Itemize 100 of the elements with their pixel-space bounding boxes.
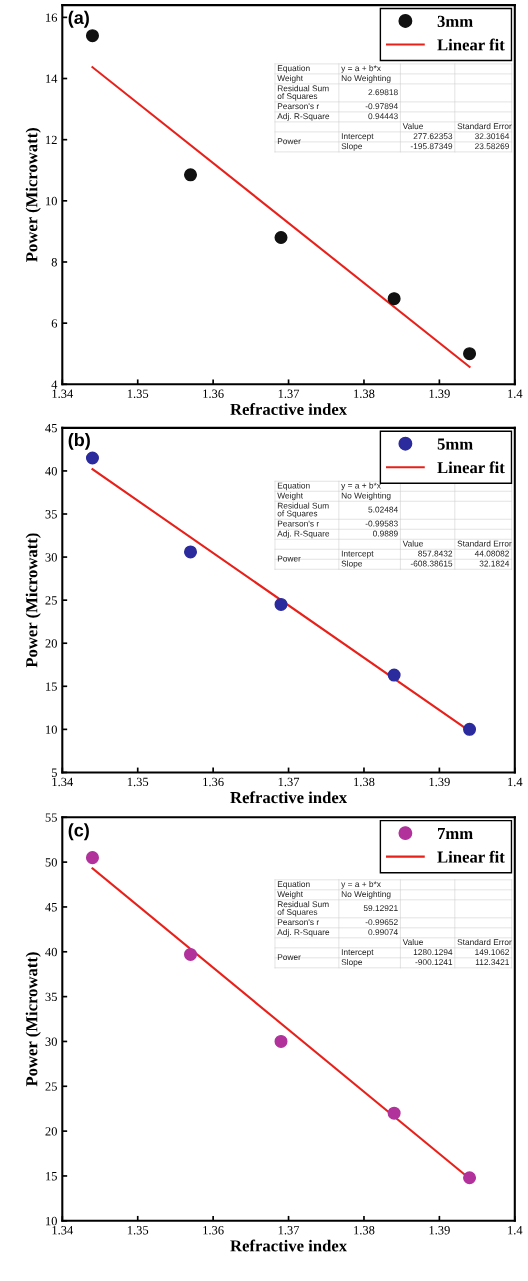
y-tick-label: 4	[51, 380, 58, 389]
annotation: Pearson's r	[277, 919, 319, 926]
annotation: y = a + b*x	[341, 65, 381, 73]
annotation: 112.3421	[475, 959, 509, 966]
y-axis-title: Power (Microwatt)	[25, 952, 41, 1087]
annotation: Equation	[277, 65, 310, 73]
x-tick-label: 1.37	[278, 389, 300, 399]
annotation: 32.30164	[474, 133, 510, 140]
annotation: Weight	[277, 890, 303, 899]
annotation: Value	[402, 123, 423, 130]
legend-label: 5mm	[437, 438, 473, 450]
y-tick-label: 10	[46, 725, 57, 734]
y-tick-label: 5	[51, 768, 57, 777]
annotation: 1280.1294	[413, 949, 453, 956]
annotation: 0.99074	[368, 929, 398, 936]
x-tick-label: 1.38	[354, 1226, 375, 1235]
y-tick-label: 25	[45, 596, 57, 605]
annotation: 23.58269	[475, 143, 509, 150]
legend-label: Linear fit	[437, 38, 505, 51]
y-tick-label: 40	[45, 947, 57, 957]
annotation: Residual Sum of Squares	[277, 85, 329, 101]
annotation: Power	[277, 138, 301, 145]
annotation: Equation	[277, 482, 310, 491]
annotation: Intercept	[341, 133, 374, 141]
annotation: y = a + b*x	[341, 482, 381, 491]
legend-label: Linear fit	[437, 461, 505, 474]
x-tick-label: 1.37	[278, 1226, 300, 1235]
y-tick-label: 14	[46, 74, 58, 83]
annotation: -195.87349	[410, 143, 453, 150]
annotation: No Weighting	[341, 75, 391, 83]
annotation: Value	[402, 540, 423, 547]
annotation: 5.02484	[368, 506, 398, 513]
y-tick-label: 15	[46, 1172, 57, 1181]
annotation: Weight	[277, 75, 303, 83]
x-tick-label: 1.38	[354, 777, 375, 787]
annotation: 857.8432	[418, 550, 453, 557]
annotation: Residual Sum of Squares	[277, 502, 329, 519]
x-tick-label: 1.4	[508, 389, 523, 399]
annotation: Power	[277, 555, 301, 562]
annotation: Slope	[341, 143, 363, 151]
annotation: 0.9889	[372, 530, 398, 537]
x-tick-label: 1.36	[203, 1226, 224, 1235]
annotation: -608.38615	[410, 560, 453, 567]
chart-title: (a)	[68, 10, 89, 28]
annotation: -0.97894	[365, 103, 398, 110]
x-axis-title: Refractive index	[230, 791, 348, 804]
x-tick-label: 1.34	[52, 1226, 74, 1235]
y-tick-label: 35	[45, 992, 57, 1002]
x-tick-label: 1.36	[203, 389, 224, 399]
annotation: Standard Error	[457, 123, 512, 130]
x-tick-label: 1.35	[127, 1226, 149, 1235]
annotation: Adj. R-Square	[277, 928, 330, 937]
annotation: -0.99652	[365, 919, 398, 926]
chart-title: (b)	[68, 433, 90, 450]
annotation: 32.1824	[479, 560, 510, 567]
x-tick-label: 1.39	[429, 1226, 450, 1235]
annotation: Pearson's r	[277, 103, 319, 110]
annotation: 59.12921	[363, 905, 398, 912]
annotation: Standard Error	[457, 938, 512, 946]
x-tick-label: 1.34	[52, 389, 74, 399]
annotation: Intercept	[341, 949, 374, 957]
annotation: Weight	[277, 492, 303, 501]
x-tick-label: 1.4	[508, 777, 523, 787]
x-tick-label: 1.39	[429, 777, 450, 787]
annotation: Power	[277, 954, 301, 961]
annotation: Slope	[341, 560, 363, 569]
y-tick-label: 6	[51, 319, 58, 328]
annotation: Slope	[341, 958, 363, 967]
annotation: Standard Error	[457, 540, 512, 547]
y-tick-label: 45	[45, 903, 57, 912]
x-tick-label: 1.4	[508, 1226, 523, 1235]
y-tick-label: 40	[45, 466, 57, 476]
chart-title: (c)	[68, 823, 89, 841]
y-tick-label: 20	[45, 639, 57, 648]
annotation: -900.1241	[415, 959, 453, 966]
x-tick-label: 1.35	[127, 777, 149, 787]
y-tick-label: 10	[46, 196, 57, 206]
annotation: 44.08082	[474, 550, 509, 557]
x-axis-title: Refractive index	[230, 403, 348, 415]
y-tick-label: 12	[46, 135, 57, 145]
y-tick-label: 8	[51, 258, 57, 267]
y-tick-label: 10	[46, 1216, 57, 1226]
y-tick-label: 30	[45, 553, 57, 562]
y-tick-label: 55	[45, 813, 57, 822]
y-tick-label: 35	[45, 510, 57, 519]
x-tick-label: 1.36	[203, 777, 224, 787]
y-tick-label: 45	[45, 423, 57, 433]
annotation: Intercept	[341, 550, 374, 559]
x-tick-label: 1.39	[429, 389, 450, 399]
annotation: Adj. R-Square	[277, 113, 330, 121]
legend-label: 3mm	[437, 15, 473, 27]
y-axis-title: Power (Microwatt)	[25, 127, 41, 262]
annotation: Equation	[277, 880, 310, 889]
y-tick-label: 15	[46, 682, 57, 691]
annotation: 0.94443	[368, 113, 398, 120]
x-tick-label: 1.38	[354, 389, 375, 399]
y-tick-label: 50	[45, 858, 57, 867]
annotation: Value	[402, 938, 423, 946]
annotation: Adj. R-Square	[277, 530, 330, 539]
x-tick-label: 1.35	[127, 389, 149, 399]
